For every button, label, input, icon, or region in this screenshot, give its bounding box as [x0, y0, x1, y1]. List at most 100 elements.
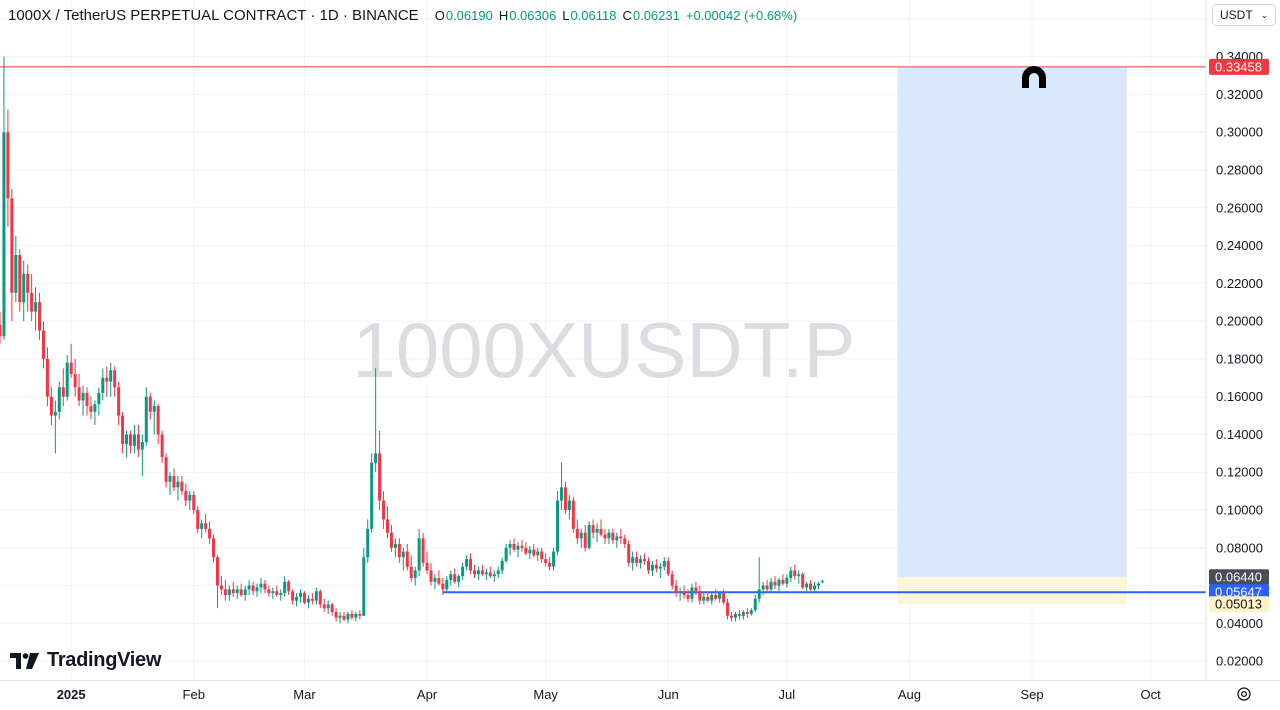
- candle: [409, 555, 413, 582]
- candle: [678, 587, 682, 601]
- target-zone: [897, 66, 1127, 593]
- price-tick-label: 0.12000: [1216, 465, 1263, 480]
- candle: [714, 589, 718, 601]
- time-tick-label: Oct: [1141, 687, 1162, 702]
- candle: [81, 385, 85, 416]
- candle: [291, 589, 295, 605]
- candle: [658, 562, 662, 578]
- candle: [239, 583, 243, 597]
- currency-select[interactable]: USDT ⌄: [1212, 4, 1276, 26]
- candle: [65, 355, 69, 401]
- candle: [263, 579, 267, 594]
- candle: [49, 387, 53, 425]
- candle: [374, 368, 378, 473]
- candle: [109, 362, 113, 397]
- candle: [733, 612, 737, 622]
- change-value: +0.00042 (+0.68%): [685, 7, 798, 23]
- candle: [176, 476, 180, 501]
- horizontal-levels[interactable]: [0, 66, 1206, 594]
- candle: [773, 576, 777, 590]
- candle: [540, 547, 544, 563]
- price-tick-label: 0.10000: [1216, 503, 1263, 518]
- candle: [212, 534, 216, 563]
- candle: [405, 544, 409, 571]
- candle: [73, 358, 77, 397]
- candle: [30, 273, 34, 322]
- candle: [350, 610, 354, 620]
- candle: [223, 579, 227, 601]
- candle: [472, 564, 476, 578]
- candle: [674, 579, 678, 597]
- candle: [113, 366, 117, 397]
- candle: [516, 542, 520, 558]
- candle: [283, 576, 287, 597]
- low-value: 0.06118: [570, 7, 617, 23]
- tradingview-logo[interactable]: TradingView: [10, 649, 161, 672]
- candle: [401, 547, 405, 571]
- magnet-icon[interactable]: [1022, 66, 1046, 88]
- candle: [575, 519, 579, 544]
- time-tick-label: 2025: [57, 687, 86, 702]
- candle: [583, 525, 587, 552]
- candle: [144, 387, 148, 446]
- candle: [646, 557, 650, 575]
- candle: [552, 547, 556, 571]
- candle: [690, 583, 694, 603]
- candle: [386, 506, 390, 539]
- currency-value: USDT: [1220, 8, 1253, 22]
- candle: [34, 287, 38, 331]
- candle: [389, 525, 393, 552]
- candle: [765, 579, 769, 594]
- candle: [492, 570, 496, 582]
- candle: [445, 576, 449, 594]
- candle: [180, 476, 184, 495]
- stop-zone: [897, 577, 1127, 605]
- tradingview-logo-icon: [10, 652, 39, 669]
- candle: [797, 570, 801, 584]
- price-tick-label: 0.08000: [1216, 540, 1263, 555]
- candle: [10, 188, 14, 322]
- time-axis[interactable]: 2025 Feb Mar Apr May Jun Jul Aug Sep Oct: [0, 680, 1280, 703]
- price-tick-label: 0.30000: [1216, 125, 1263, 140]
- candle: [504, 544, 508, 563]
- close-value: 0.06231: [632, 7, 680, 23]
- candle: [429, 562, 433, 586]
- candle: [654, 559, 658, 573]
- candle: [761, 581, 765, 595]
- price-tick-label: 0.04000: [1216, 616, 1263, 631]
- candle: [615, 532, 619, 548]
- time-tick-label: May: [533, 687, 558, 702]
- candle: [382, 491, 386, 529]
- candle: [662, 557, 666, 571]
- long-position-tool[interactable]: [897, 66, 1127, 605]
- candle: [53, 400, 57, 454]
- candle: [267, 585, 271, 597]
- price-label: 0.06440: [1209, 569, 1269, 586]
- candle: [421, 532, 425, 567]
- candle: [69, 343, 73, 378]
- candle: [571, 496, 575, 533]
- candle: [140, 434, 144, 476]
- symbol-title[interactable]: 1000X / TetherUS PERPETUAL CONTRACT · 1D…: [8, 6, 419, 24]
- candle: [330, 602, 334, 616]
- candle: [188, 491, 192, 510]
- brand-name: TradingView: [47, 649, 162, 671]
- time-tick-label: Apr: [417, 687, 438, 702]
- candle: [89, 396, 93, 420]
- candle: [417, 528, 421, 577]
- candle: [378, 430, 382, 510]
- candle: [785, 574, 789, 588]
- candle: [749, 608, 753, 616]
- price-tick-label: 0.28000: [1216, 163, 1263, 178]
- candle: [117, 381, 121, 425]
- candle: [168, 472, 172, 495]
- candle: [484, 568, 488, 580]
- candle: [496, 566, 500, 578]
- candle: [208, 521, 212, 544]
- gear-icon[interactable]: [1236, 686, 1252, 702]
- price-label: 0.33458: [1209, 58, 1269, 75]
- candle: [370, 453, 374, 533]
- candle: [524, 542, 528, 556]
- candle: [650, 561, 654, 577]
